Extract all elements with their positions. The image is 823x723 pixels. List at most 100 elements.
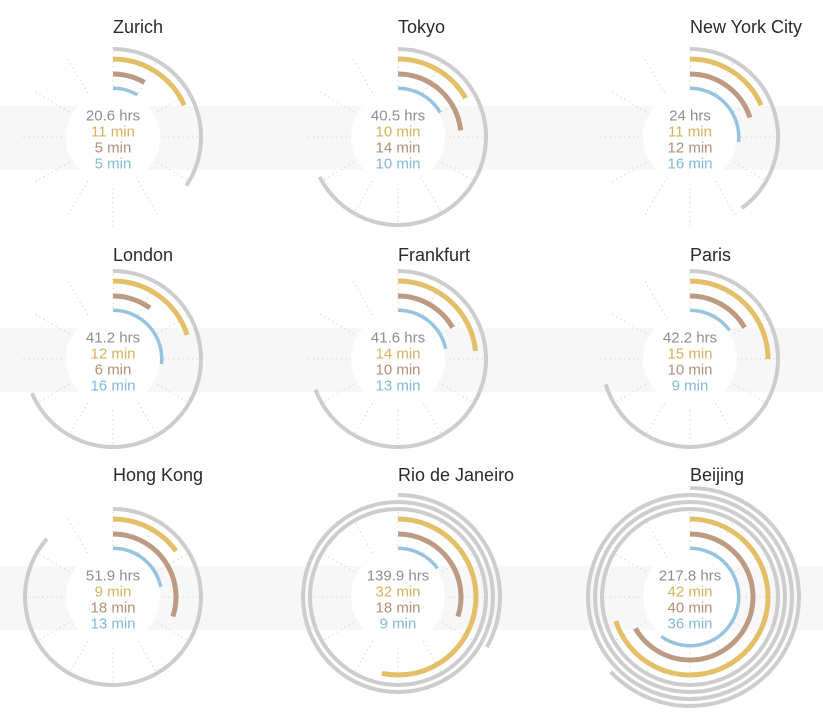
tick-spoke [420, 398, 445, 440]
tick-spoke [643, 176, 668, 218]
chart-title: Frankfurt [398, 245, 470, 265]
tick-spoke [420, 176, 445, 218]
hours-label: 217.8 hrs [659, 568, 722, 585]
center-disc [351, 312, 445, 406]
brown-minutes-arc [689, 293, 747, 329]
center-disc [66, 312, 160, 406]
brown-minutes-arc [633, 531, 756, 663]
tick-spoke [609, 550, 651, 575]
hours-arc-partial [609, 486, 801, 708]
blue-minutes-arc [112, 86, 139, 98]
chart-title: Zurich [113, 17, 163, 37]
tick-spoke [152, 550, 194, 575]
brown-minutes-arc [397, 293, 455, 329]
chart-title: Beijing [690, 465, 744, 485]
center-disc [66, 550, 160, 644]
blue-minutes-arc [397, 86, 442, 115]
tick-spoke [712, 398, 737, 440]
blue-minutes-arc [689, 308, 731, 333]
tick-spoke [317, 619, 359, 644]
gold-minutes-label: 15 min [667, 346, 712, 363]
brown-minutes-label: 6 min [95, 362, 132, 379]
tick-spoke [437, 312, 479, 337]
tick-spoke [643, 636, 668, 678]
blue-minutes-arc [112, 546, 163, 588]
tick-spoke [712, 176, 737, 218]
hours-arc-partial [23, 507, 203, 687]
tick-spoke [152, 381, 194, 406]
tick-spoke [609, 159, 651, 184]
hours-label: 20.6 hrs [86, 108, 140, 125]
tick-spoke [437, 550, 479, 575]
tick-spoke [32, 159, 74, 184]
tick-spoke [437, 381, 479, 406]
tick-spoke [317, 159, 359, 184]
tick-spoke [643, 398, 668, 440]
blue-minutes-label: 10 min [375, 156, 420, 173]
hours-label: 41.6 hrs [371, 330, 425, 347]
center-disc [643, 90, 737, 184]
brown-minutes-arc [397, 531, 464, 618]
gold-minutes-arc [112, 516, 179, 553]
tick-spoke [135, 636, 160, 678]
tick-spoke [152, 90, 194, 115]
gold-minutes-label: 11 min [91, 124, 135, 141]
brown-minutes-arc [397, 71, 464, 131]
blue-minutes-label: 9 min [380, 616, 417, 633]
brown-minutes-label: 10 min [375, 362, 420, 379]
gold-minutes-label: 9 min [95, 584, 132, 601]
tick-spoke [437, 619, 479, 644]
gold-minutes-arc [381, 516, 479, 678]
tick-spokes [597, 504, 783, 690]
tick-spokes [20, 504, 206, 690]
tick-spokes [305, 266, 491, 452]
tick-spoke [32, 550, 74, 575]
chart-title: Rio de Janeiro [398, 465, 514, 485]
tick-spoke [420, 516, 445, 558]
tick-spoke [135, 176, 160, 218]
hours-label: 51.9 hrs [86, 568, 140, 585]
brown-minutes-label: 14 min [375, 140, 420, 157]
tick-spoke [317, 550, 359, 575]
hours-label: 40.5 hrs [371, 108, 425, 125]
tick-spoke [712, 636, 737, 678]
gold-minutes-label: 32 min [375, 584, 420, 601]
tick-spoke [729, 381, 771, 406]
tick-spoke [643, 516, 668, 558]
brown-minutes-label: 12 min [667, 140, 712, 157]
center-disc [351, 90, 445, 184]
gold-minutes-arc [689, 56, 764, 107]
gold-minutes-label: 10 min [375, 124, 420, 141]
tick-spoke [66, 56, 91, 98]
center-disc [351, 550, 445, 644]
tick-spokes [20, 266, 206, 452]
blue-minutes-arc [689, 86, 741, 143]
tick-spoke [135, 278, 160, 320]
hours-arc-partial [689, 47, 780, 210]
hours-label: 41.2 hrs [86, 330, 140, 347]
tick-spoke [66, 278, 91, 320]
hours-arc-partial [313, 269, 489, 449]
gold-minutes-arc [397, 56, 468, 100]
hours-arc-partial [603, 269, 780, 449]
hours-label: 42.2 hrs [663, 330, 717, 347]
blue-minutes-arc [397, 308, 448, 350]
tick-spoke [32, 619, 74, 644]
tick-spoke [66, 398, 91, 440]
tick-spoke [317, 90, 359, 115]
tick-spoke [729, 90, 771, 115]
tick-spoke [317, 381, 359, 406]
hours-ring-full [308, 507, 488, 687]
tick-spoke [135, 56, 160, 98]
blue-minutes-label: 16 min [667, 156, 712, 173]
chart-title: Hong Kong [113, 465, 203, 485]
